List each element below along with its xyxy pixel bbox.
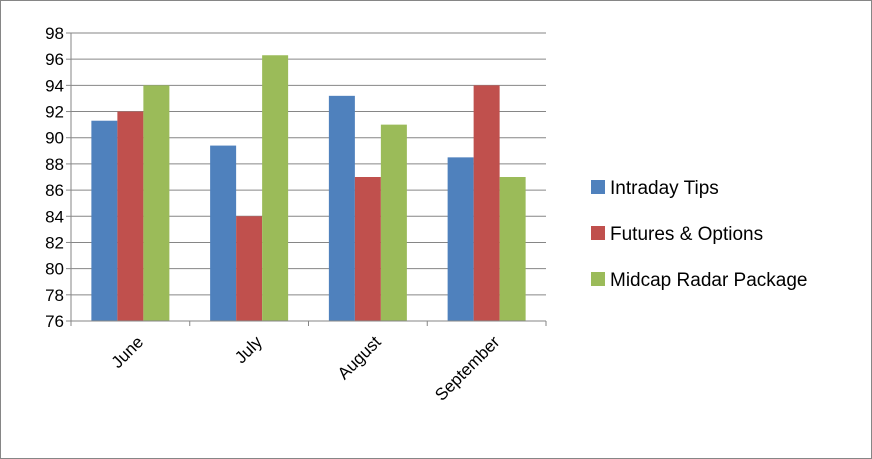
bar-midcap-radar-package-july xyxy=(262,55,289,321)
bar-intraday-tips-june xyxy=(91,120,118,321)
y-tick-label: 92 xyxy=(45,103,64,122)
legend: Intraday Tips Futures & Options Midcap Rad… xyxy=(591,178,808,291)
y-tick-label: 78 xyxy=(45,286,64,305)
y-tick-label: 80 xyxy=(45,260,64,279)
y-tick-label: 96 xyxy=(45,50,64,69)
x-tick-label: July xyxy=(231,332,266,367)
bar-midcap-radar-package-september xyxy=(499,177,526,321)
legend-label: Intraday Tips xyxy=(610,178,719,199)
legend-swatch xyxy=(591,226,605,240)
legend-label: Midcap Radar Package xyxy=(610,270,808,291)
bar-midcap-radar-package-june xyxy=(143,85,170,321)
y-tick-label: 98 xyxy=(45,24,64,43)
legend-swatch xyxy=(591,180,605,194)
bar-futures-options-june xyxy=(117,111,144,321)
y-tick-label: 86 xyxy=(45,181,64,200)
legend-swatch xyxy=(591,272,605,286)
bar-intraday-tips-september xyxy=(447,157,474,321)
y-tick-label: 88 xyxy=(45,155,64,174)
bars xyxy=(91,55,526,322)
bar-intraday-tips-august xyxy=(328,95,355,321)
legend-label: Futures & Options xyxy=(610,224,763,245)
bar-intraday-tips-july xyxy=(210,145,237,321)
bar-futures-options-july xyxy=(236,216,263,321)
x-tick-label: September xyxy=(431,332,503,404)
y-tick-label: 90 xyxy=(45,129,64,148)
y-tick-label: 84 xyxy=(45,207,64,226)
bar-midcap-radar-package-august xyxy=(380,124,407,322)
bar-futures-options-september xyxy=(473,85,500,321)
bar-futures-options-august xyxy=(354,177,381,321)
y-tick-label: 94 xyxy=(45,76,64,95)
y-tick-label: 82 xyxy=(45,233,64,252)
y-tick-label: 76 xyxy=(45,312,64,331)
x-tick-label: August xyxy=(334,332,385,383)
x-tick-label: June xyxy=(108,332,148,372)
